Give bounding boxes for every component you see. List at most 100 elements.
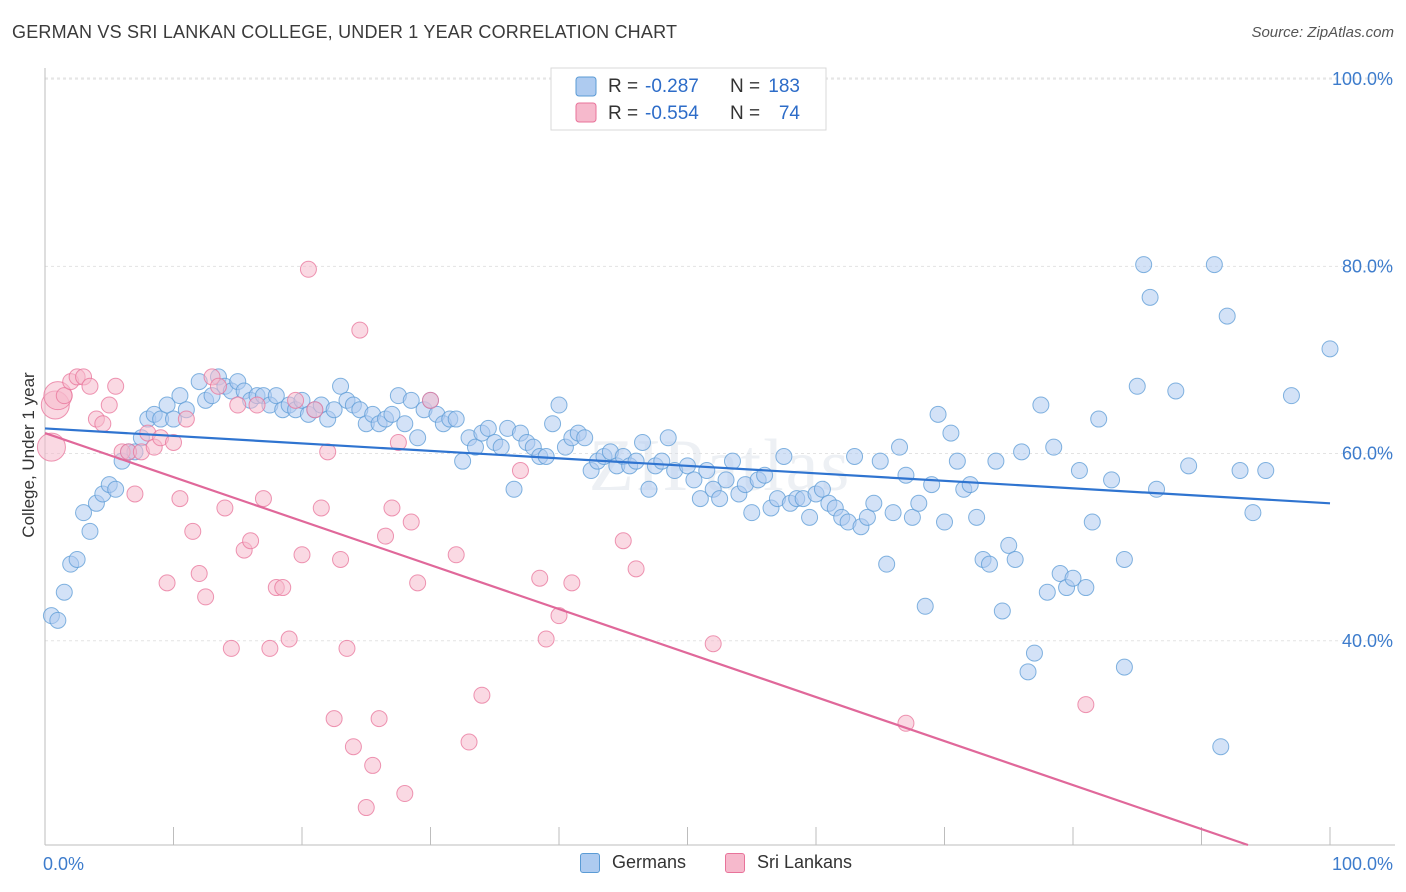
tick-labels: 100.0% 80.0% 60.0% 40.0% 0.0% 100.0% [43, 69, 1393, 874]
x-tick-label: 0.0% [43, 854, 84, 874]
data-point-germans [1257, 462, 1275, 480]
legend-r-value-sri-lankans: -0.554 [645, 103, 699, 124]
data-point-sri-lankans [1077, 696, 1095, 714]
chart-source: Source: ZipAtlas.com [1251, 24, 1394, 41]
data-point-sri-lankans [389, 433, 407, 451]
data-point-sri-lankans [357, 799, 375, 817]
data-point-sri-lankans [177, 410, 195, 428]
data-point-sri-lankans [222, 639, 240, 657]
data-point-germans [1077, 579, 1095, 597]
data-point-sri-lankans [396, 785, 414, 803]
legend-n-label-germans: N = [730, 76, 760, 97]
data-point-germans [1244, 504, 1262, 522]
data-point-sri-lankans [36, 432, 66, 462]
data-point-germans [891, 438, 909, 456]
legend-r-value-germans: -0.287 [645, 76, 699, 97]
y-tick-label: 60.0% [1342, 444, 1393, 464]
data-point-germans [402, 391, 420, 409]
data-point-germans [1212, 738, 1230, 756]
data-point-germans [466, 438, 484, 456]
data-point-germans [685, 471, 703, 489]
bottom-legend-swatch-sri-lankans [725, 852, 745, 873]
data-point-germans [1231, 462, 1249, 480]
data-point-germans [743, 504, 761, 522]
data-point-sri-lankans [197, 588, 215, 606]
legend-r-label-germans: R = [608, 76, 638, 97]
data-point-germans [1115, 658, 1133, 676]
data-point-germans [1000, 536, 1018, 554]
y-tick-label: 100.0% [1332, 69, 1393, 89]
data-point-sri-lankans [274, 579, 292, 597]
data-point-sri-lankans [511, 462, 529, 480]
data-point-germans [396, 415, 414, 433]
data-point-germans [1019, 663, 1037, 681]
legend-r-label-sri-lankans: R = [608, 103, 638, 124]
data-point-sri-lankans [229, 396, 247, 414]
data-point-germans [55, 583, 73, 601]
data-point-germans [884, 504, 902, 522]
data-point-sri-lankans [261, 639, 279, 657]
data-point-sri-lankans [254, 490, 272, 508]
data-point-germans [961, 476, 979, 494]
data-point-sri-lankans [190, 565, 208, 583]
data-point-sri-lankans [550, 607, 568, 625]
data-point-sri-lankans [280, 630, 298, 648]
data-points [36, 256, 1339, 817]
data-point-germans [1045, 438, 1063, 456]
data-point-germans [1218, 307, 1236, 325]
data-point-sri-lankans [209, 377, 227, 395]
data-point-germans [691, 490, 709, 508]
data-point-sri-lankans [94, 415, 112, 433]
data-point-germans [479, 419, 497, 437]
data-point-germans [903, 508, 921, 526]
data-point-sri-lankans [531, 569, 549, 587]
data-point-germans [1128, 377, 1146, 395]
data-point-germans [916, 597, 934, 615]
bottom-legend-item-germans: Germans [580, 852, 686, 873]
data-point-sri-lankans [287, 391, 305, 409]
data-point-sri-lankans [460, 733, 478, 751]
legend-n-value-sri-lankans: 74 [779, 103, 801, 124]
trend-line-germans [44, 427, 1331, 505]
data-point-sri-lankans [184, 522, 202, 540]
trend-lines [44, 427, 1331, 847]
data-point-germans [49, 611, 67, 629]
data-point-germans [1115, 550, 1133, 568]
data-point-sri-lankans [422, 391, 439, 409]
data-point-germans [723, 452, 741, 470]
data-point-sri-lankans [325, 710, 343, 728]
data-point-sri-lankans [81, 377, 99, 395]
data-point-germans [409, 429, 427, 447]
data-point-germans [865, 494, 883, 512]
data-point-sri-lankans [158, 574, 176, 592]
data-point-germans [1180, 457, 1198, 475]
legend-swatch-sri-lankans [575, 102, 597, 123]
data-point-germans [846, 448, 864, 465]
data-point-sri-lankans [344, 738, 362, 756]
data-point-germans [550, 396, 568, 414]
data-point-germans [929, 405, 947, 423]
data-point-germans [1205, 256, 1223, 274]
data-point-germans [267, 387, 285, 405]
data-point-sri-lankans [370, 710, 388, 728]
data-point-sri-lankans [537, 630, 555, 648]
legend: R = -0.287 N = 183 R = -0.554 N = 74 [550, 67, 827, 131]
data-point-germans [1167, 382, 1185, 400]
data-point-germans [544, 415, 562, 433]
data-point-germans [858, 508, 876, 526]
data-point-germans [1141, 288, 1159, 306]
data-point-germans [447, 410, 465, 428]
data-point-germans [332, 377, 350, 395]
data-point-sri-lankans [377, 527, 395, 545]
chart-title: GERMAN VS SRI LANKAN COLLEGE, UNDER 1 YE… [12, 22, 678, 42]
data-point-sri-lankans [409, 574, 427, 592]
data-point-sri-lankans [614, 532, 632, 550]
data-point-germans [775, 448, 793, 465]
data-point-germans [1321, 340, 1339, 358]
data-point-sri-lankans [402, 513, 420, 531]
y-tick-label: 80.0% [1342, 256, 1393, 276]
data-point-germans [711, 490, 729, 508]
data-point-sri-lankans [126, 485, 144, 503]
data-point-germans [1032, 396, 1050, 414]
